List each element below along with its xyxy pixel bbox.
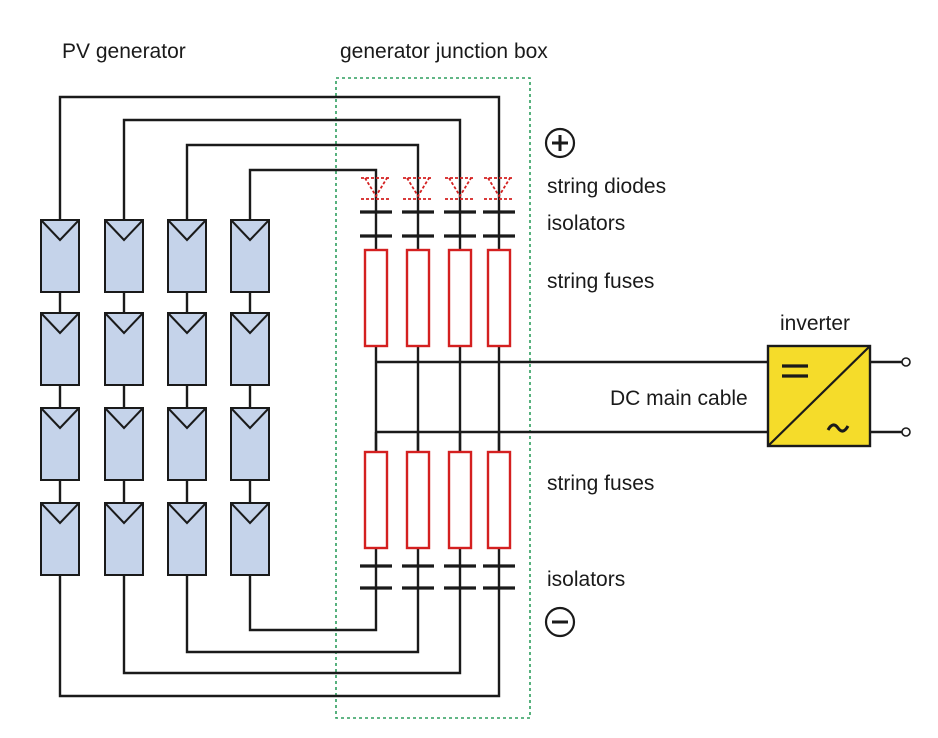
isolators-top	[360, 210, 515, 238]
ac-output-terminals	[870, 357, 911, 437]
string-fuses-top	[363, 248, 512, 348]
isolators-top-label: isolators	[547, 212, 625, 235]
string-fuse	[447, 248, 473, 348]
pv-module	[230, 407, 270, 481]
pv-module	[104, 219, 144, 293]
isolators-bottom	[360, 564, 515, 590]
pv-module	[40, 407, 80, 481]
string-fuse	[363, 450, 389, 550]
pv-generator-label: PV generator	[62, 40, 186, 63]
isolator	[444, 210, 476, 238]
pv-module	[167, 502, 207, 576]
string-fuses-bottom	[363, 450, 512, 550]
pv-module	[104, 312, 144, 386]
plus-icon	[544, 127, 576, 159]
pv-modules	[40, 219, 270, 576]
isolator	[402, 564, 434, 590]
inverter-label: inverter	[780, 312, 850, 335]
string-diodes-label: string diodes	[547, 175, 666, 198]
negative-wire-string-1	[58, 432, 501, 698]
pv-module	[40, 502, 80, 576]
string-fuse	[405, 450, 431, 550]
isolators-bottom-label: isolators	[547, 568, 625, 591]
string-fuses-bottom-label: string fuses	[547, 472, 654, 495]
junction-box-outline	[335, 77, 531, 719]
pv-module	[167, 312, 207, 386]
isolator	[483, 564, 515, 590]
string-diode	[403, 177, 433, 200]
pv-module	[40, 219, 80, 293]
junction-box-label: generator junction box	[340, 40, 548, 63]
negative-wire-string-2	[122, 432, 462, 675]
string-fuse	[363, 248, 389, 348]
pv-module	[230, 219, 270, 293]
isolator	[483, 210, 515, 238]
pv-module	[167, 219, 207, 293]
pv-module	[104, 407, 144, 481]
string-diode	[484, 177, 514, 200]
string-fuses-top-label: string fuses	[547, 270, 654, 293]
pv-module	[167, 407, 207, 481]
inverter-icon	[766, 344, 872, 448]
pv-module	[230, 502, 270, 576]
string-fuse	[447, 450, 473, 550]
minus-icon	[544, 606, 576, 638]
pv-module	[230, 312, 270, 386]
string-diodes	[361, 177, 514, 200]
string-fuse	[405, 248, 431, 348]
dc-main-cable-label: DC main cable	[610, 387, 748, 410]
pv-module	[40, 312, 80, 386]
string-diode	[445, 177, 475, 200]
isolator	[402, 210, 434, 238]
pv-module	[104, 502, 144, 576]
string-fuse	[486, 450, 512, 550]
isolator	[360, 564, 392, 590]
isolator	[444, 564, 476, 590]
isolator	[360, 210, 392, 238]
string-diode	[361, 177, 391, 200]
string-fuse	[486, 248, 512, 348]
